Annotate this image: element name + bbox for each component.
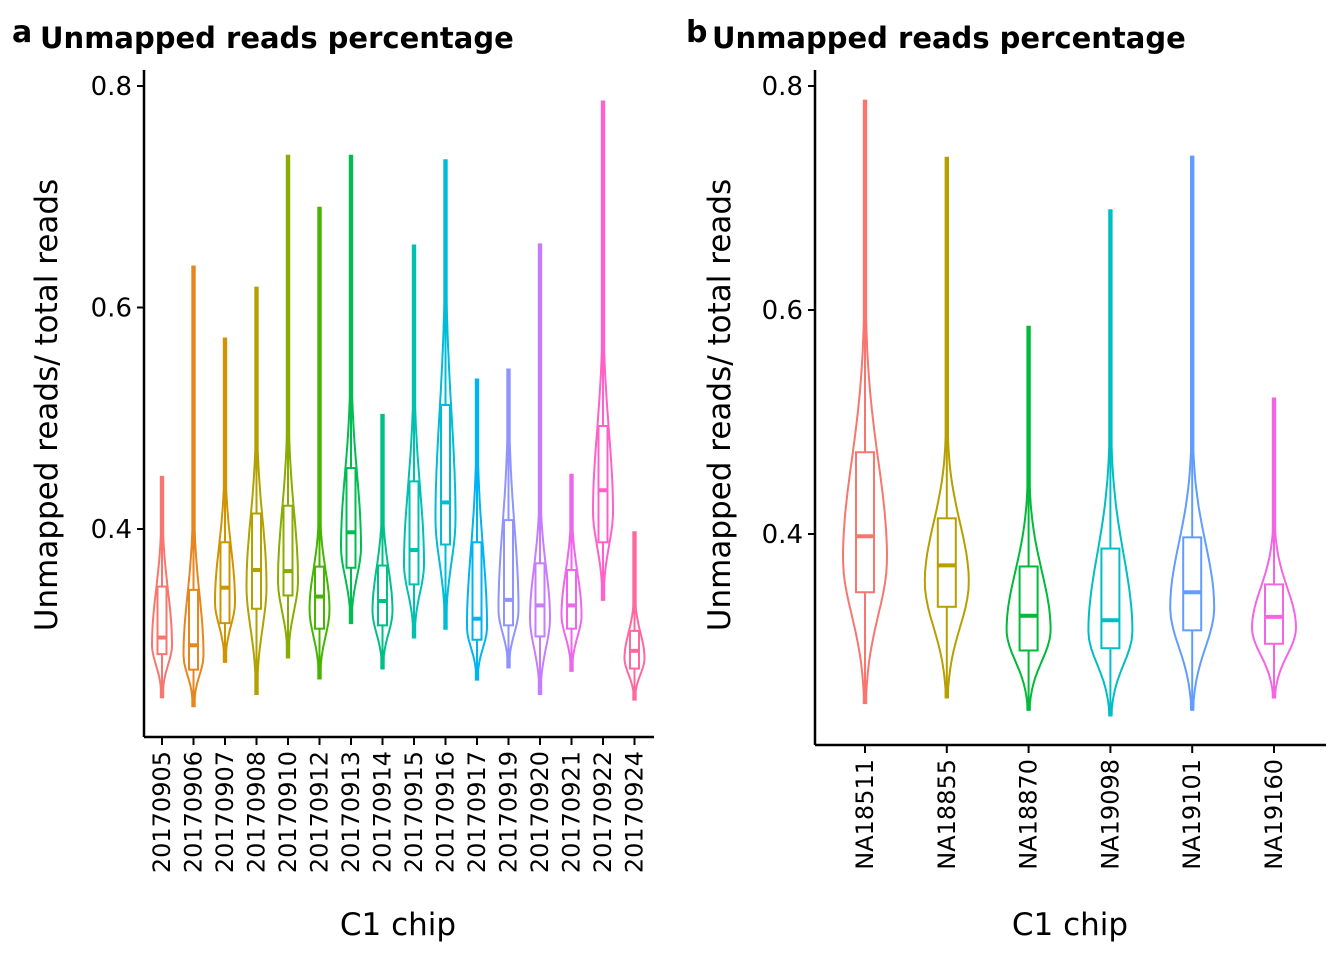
x-tick-label: 20170922 bbox=[589, 751, 617, 873]
y-tick-label: 0.4 bbox=[91, 515, 132, 545]
x-tick-label: 20170921 bbox=[558, 751, 586, 873]
box-20170906 bbox=[188, 588, 199, 671]
y-axis-title: Unmapped reads/ total reads bbox=[29, 179, 65, 631]
violin-20170924 bbox=[623, 531, 646, 701]
y-tick-label: 0.8 bbox=[762, 72, 803, 102]
box-20170922 bbox=[597, 425, 609, 544]
panel-a: a Unmapped reads percentage 0.4 0.6 0.8 Unmap… bbox=[12, 15, 654, 943]
x-axis-title: C1 chip bbox=[1012, 907, 1128, 943]
x-axis-title: C1 chip bbox=[340, 907, 456, 943]
panel-label: b bbox=[686, 15, 707, 50]
x-tick-label: 20170916 bbox=[432, 751, 460, 873]
box-20170920 bbox=[534, 562, 546, 638]
box-20170917 bbox=[471, 541, 483, 641]
violin-20170914 bbox=[371, 413, 394, 670]
box-20170913 bbox=[345, 467, 357, 569]
x-tick-label: 20170924 bbox=[621, 751, 649, 873]
y-axis-title: Unmapped reads/ total reads bbox=[702, 179, 738, 631]
x-tick-label: 20170912 bbox=[306, 751, 334, 873]
box-20170921 bbox=[566, 568, 577, 630]
violin-20170907 bbox=[214, 337, 236, 663]
box-NA19101 bbox=[1182, 536, 1203, 632]
x-tick-label: NA19160 bbox=[1260, 759, 1288, 870]
box-20170915 bbox=[408, 480, 420, 586]
x-tick-label: 20170907 bbox=[211, 751, 239, 873]
violin-NA19098 bbox=[1087, 209, 1134, 717]
violin-20170905 bbox=[151, 475, 173, 699]
chart-title: Unmapped reads percentage bbox=[40, 21, 514, 55]
panel-label: a bbox=[12, 15, 32, 50]
y-tick-label: 0.6 bbox=[91, 294, 132, 324]
box-NA18855 bbox=[936, 517, 957, 608]
violin-20170912 bbox=[308, 206, 331, 680]
box-NA18870 bbox=[1018, 565, 1039, 652]
x-tick-label: 20170914 bbox=[369, 751, 397, 873]
box-20170910 bbox=[282, 504, 294, 597]
x-tick-label: 20170919 bbox=[495, 751, 523, 873]
x-tick-label: NA19098 bbox=[1096, 759, 1124, 870]
violin-20170906 bbox=[182, 265, 205, 708]
chart-title: Unmapped reads percentage bbox=[712, 21, 1186, 55]
box-NA18511 bbox=[855, 451, 875, 594]
x-tick-label: 20170905 bbox=[148, 751, 176, 873]
box-20170916 bbox=[440, 403, 451, 546]
x-tick-label: 20170920 bbox=[526, 751, 554, 873]
violin-20170916 bbox=[434, 159, 457, 630]
x-tick-label: 20170913 bbox=[337, 751, 365, 873]
panel-b: b Unmapped reads percentage 0.4 0.6 0.8 Unmap… bbox=[686, 15, 1326, 943]
x-tick-label: 20170906 bbox=[180, 751, 208, 873]
box-20170914 bbox=[377, 564, 388, 627]
violin-20170922 bbox=[591, 100, 615, 601]
x-tick-label: NA18870 bbox=[1015, 759, 1043, 870]
box-20170907 bbox=[219, 541, 231, 625]
violin-20170921 bbox=[560, 473, 583, 672]
x-tick-label: NA19101 bbox=[1178, 759, 1206, 870]
x-tick-label: 20170915 bbox=[400, 751, 428, 873]
box-NA19098 bbox=[1100, 547, 1121, 650]
x-tick-label: NA18511 bbox=[851, 759, 879, 870]
box-NA19160 bbox=[1264, 583, 1284, 645]
x-tick-label: 20170908 bbox=[243, 751, 271, 873]
x-tick-label: 20170910 bbox=[274, 751, 302, 873]
x-tick-label: 20170917 bbox=[463, 751, 491, 873]
y-tick-label: 0.8 bbox=[91, 72, 132, 102]
y-tick-label: 0.4 bbox=[762, 520, 803, 550]
box-20170919 bbox=[503, 519, 514, 627]
x-tick-label: NA18855 bbox=[933, 759, 961, 870]
y-tick-label: 0.6 bbox=[762, 296, 803, 326]
violin-20170919 bbox=[497, 368, 520, 669]
box-20170908 bbox=[251, 512, 262, 610]
box-20170905 bbox=[156, 585, 168, 656]
